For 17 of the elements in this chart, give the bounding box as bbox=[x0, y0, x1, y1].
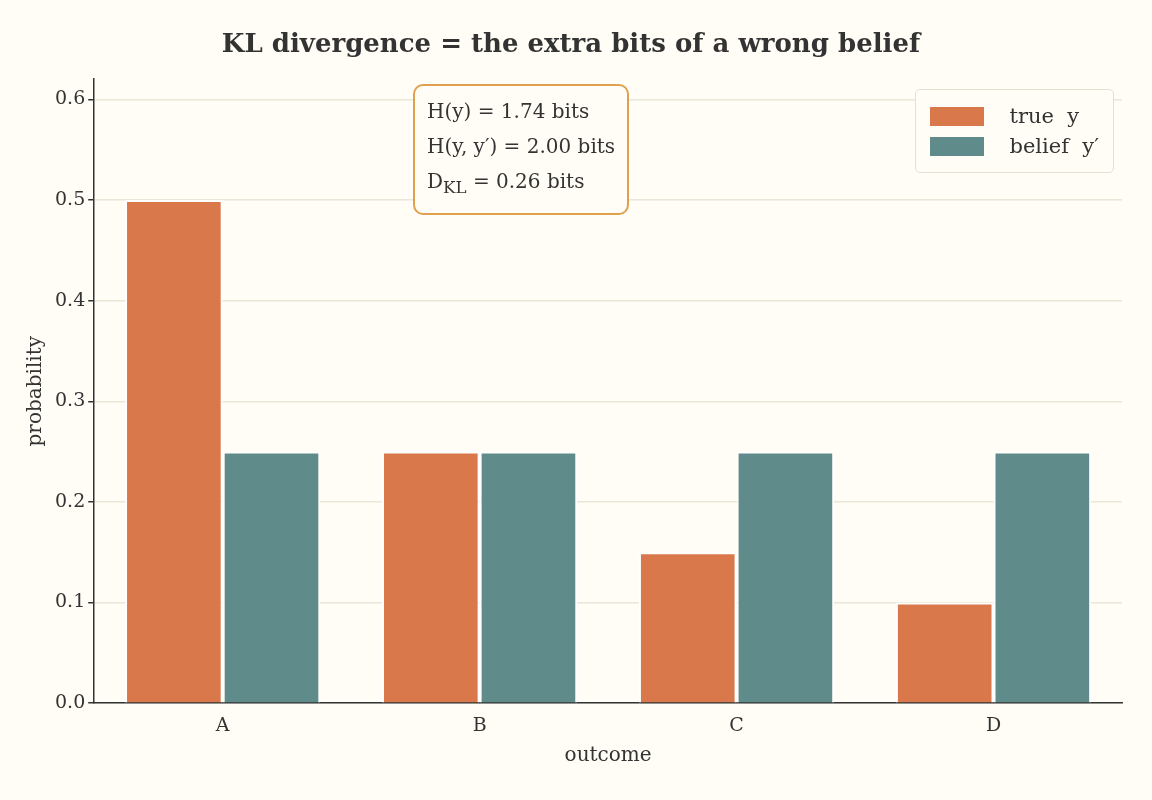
x-tick-label: A bbox=[214, 712, 230, 735]
y-tick-label: 0.6 bbox=[55, 86, 86, 109]
y-tick-label: 0.1 bbox=[55, 589, 86, 612]
x-tick-label: D bbox=[985, 712, 1002, 735]
x-tick-label: C bbox=[729, 712, 744, 735]
chart-title: KL divergence = the extra bits of a wrong belief bbox=[221, 28, 922, 59]
y-tick-label: 0.5 bbox=[55, 186, 86, 209]
x-axis-title: outcome bbox=[564, 742, 652, 767]
y-tick-label: 0.4 bbox=[55, 287, 86, 310]
legend-label: belief y′ bbox=[1009, 134, 1099, 159]
y-tick-label: 0.0 bbox=[55, 690, 86, 713]
legend-label: true y bbox=[1009, 104, 1080, 129]
x-tick-label: B bbox=[472, 712, 487, 735]
annotation: H(y) = 1.74 bits H(y, y′) = 2.00 bits D$_{KL}$ = 0.26 bits bbox=[413, 84, 630, 216]
y-axis-title: probability bbox=[22, 335, 47, 447]
y-tick-label: 0.2 bbox=[55, 488, 86, 511]
y-tick-label: 0.3 bbox=[55, 388, 86, 411]
